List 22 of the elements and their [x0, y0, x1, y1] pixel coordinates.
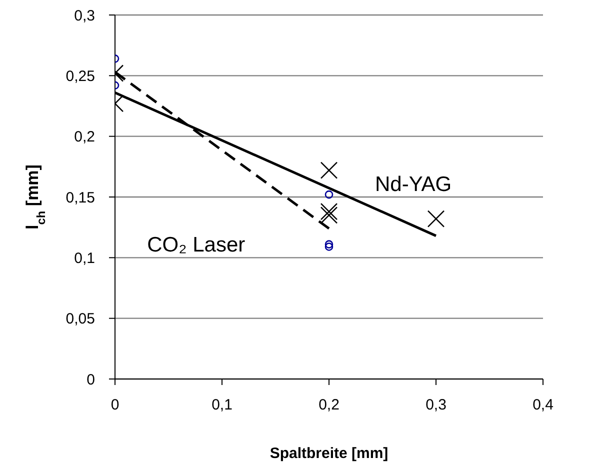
x-axis-title: Spaltbreite [mm]: [270, 445, 388, 462]
x-tick-label: 0,1: [212, 396, 232, 414]
y-tick-label: 0: [86, 371, 95, 388]
point: [324, 240, 334, 248]
point: [427, 210, 445, 228]
annotation: Nd-YAG: [375, 172, 452, 196]
annotation: CO₂ Laser: [147, 233, 246, 256]
point: [324, 242, 334, 251]
x-tick-label: 0: [110, 396, 120, 414]
x-tick-label: 0,4: [532, 396, 554, 414]
x-tick-label: 0,3: [426, 396, 446, 414]
point: [324, 190, 334, 199]
y-tick-label: 0,25: [66, 68, 95, 85]
y-tick-label: 0,1: [74, 250, 95, 267]
point: [320, 162, 338, 179]
y-tick-label: 0,05: [66, 310, 95, 328]
y-tick-label: 0,2: [74, 128, 95, 146]
y-tick-label: 0,3: [74, 7, 95, 24]
point: [320, 202, 338, 220]
x-tick-label: 0,2: [318, 396, 340, 414]
y-tick-label: 0,15: [66, 189, 95, 206]
point: [320, 206, 338, 224]
